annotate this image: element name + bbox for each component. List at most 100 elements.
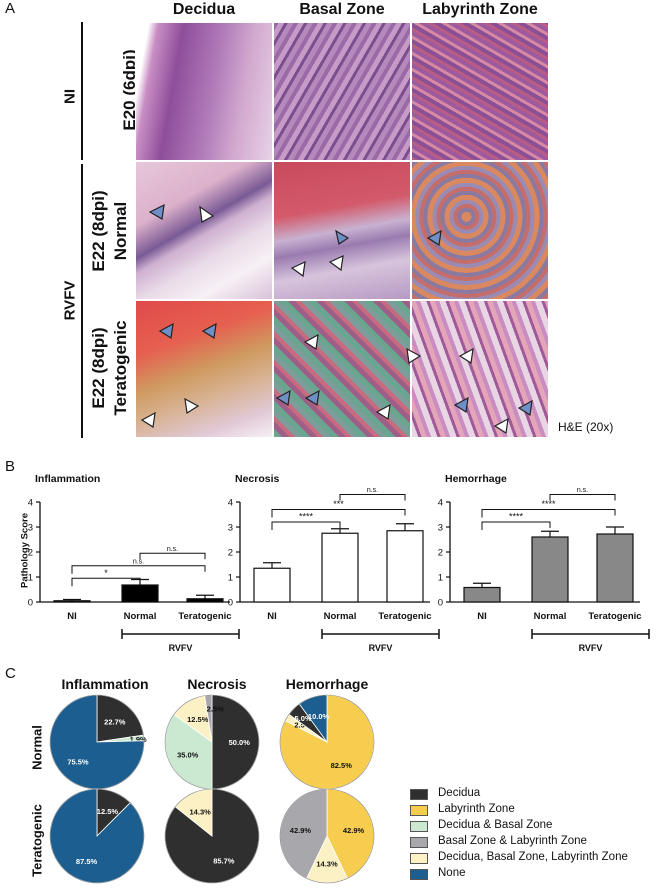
- y-tick-label: 2: [438, 548, 443, 559]
- significance-bracket: [481, 509, 616, 518]
- significance-label: ****: [541, 499, 556, 509]
- x-tick-label: Normal: [534, 611, 567, 622]
- arrowhead-blue: [158, 322, 174, 340]
- x-tick-label: Normal: [324, 611, 357, 622]
- micrograph-ni-decidua: [135, 22, 273, 161]
- pie-slice-label: 75.5%: [67, 758, 89, 767]
- pie-slice-label: 5.0%: [295, 714, 312, 723]
- y-tick-label: 4: [228, 498, 233, 509]
- arrowhead-blue: [148, 203, 165, 220]
- bar-charts: Inflammation 0 1 2 3 4 NI Normal Teratogenic * n.s…: [28, 473, 650, 653]
- y-tick-label: 0: [28, 598, 33, 609]
- arrowhead-white: [303, 333, 319, 351]
- pie-column-header-inflammation: Inflammation: [61, 676, 149, 692]
- significance-label: n.s.: [133, 558, 144, 565]
- panel-c-letter: C: [5, 665, 16, 682]
- pie-legend: Decidua Labyrinth Zone Decidua & Basal Z…: [410, 787, 660, 887]
- pie-slice-label: 22.7%: [104, 717, 126, 726]
- legend-swatch: [410, 869, 428, 880]
- significance-bracket: [271, 509, 406, 518]
- arrowhead-blue: [201, 322, 217, 340]
- significance-label: *: [104, 568, 108, 578]
- pie-hemorrhage-normal: 82.5%2.5%5.0%10.0%: [279, 694, 375, 790]
- y-tick-label: 3: [438, 523, 443, 534]
- group-label: RVFV: [369, 643, 393, 653]
- pie-slice-label: 2.5%: [207, 704, 224, 713]
- pie-slice-label: 82.5%: [331, 761, 353, 770]
- significance-label: n.s.: [577, 487, 588, 494]
- legend-label: Basal Zone & Labyrinth Zone: [438, 835, 587, 847]
- pie-slice-label: 87.5%: [76, 857, 98, 866]
- pie-outline: [49, 788, 145, 884]
- x-tick-label: NI: [67, 611, 77, 622]
- arrowhead-white: [328, 254, 344, 272]
- pie-slice-label: 10.0%: [308, 712, 330, 721]
- bar-ni: [463, 586, 501, 603]
- y-tick-label: 3: [228, 523, 233, 534]
- group-label: RVFV: [579, 643, 603, 653]
- y-tick-label: 2: [228, 548, 233, 559]
- x-tick-label: Teratogenic: [378, 611, 431, 622]
- chart-title: Inflammation: [35, 473, 100, 485]
- bar-teratogenic: [596, 533, 634, 603]
- bar-chart-inflammation: Inflammation 0 1 2 3 4 NI Normal Teratogenic * n.s…: [28, 473, 240, 653]
- legend-label: Decidua & Basal Zone: [438, 819, 553, 831]
- column-header-labyrinth-zone: Labyrinth Zone: [422, 1, 538, 18]
- y-tick-label: 0: [438, 598, 443, 609]
- arrowhead-blue: [275, 389, 291, 407]
- panel-b-letter: B: [5, 458, 16, 475]
- significance-bracket: [71, 577, 141, 587]
- pie-inflammation-normal: 22.7% 1.9% 75.5%: [49, 694, 147, 790]
- significance-bracket: [271, 521, 341, 530]
- x-tick-label: NI: [267, 611, 277, 622]
- arrowhead-blue: [453, 396, 469, 414]
- column-header-decidua: Decidua: [172, 1, 236, 18]
- legend-swatch: [410, 853, 428, 864]
- arrowhead-blue: [304, 389, 320, 407]
- bar-normal: [121, 584, 159, 603]
- pie-necrosis-normal: 50.0% 35.0% 12.5% 2.5%: [164, 694, 260, 790]
- bar-ni: [53, 600, 91, 603]
- arrowhead-blue: [426, 229, 442, 247]
- pie-outline: [164, 788, 260, 884]
- pie-necrosis-teratogenic: 85.7% 14.3%: [164, 788, 260, 884]
- bar-teratogenic: [186, 598, 224, 603]
- x-tick-label: Normal: [124, 611, 157, 622]
- pie-column-header-hemorrhage: Hemorrhage: [285, 676, 369, 692]
- pie-slice-label: 35.0%: [177, 750, 199, 759]
- pie-slice-label: 42.9%: [290, 826, 312, 835]
- pie-slice-label: 42.9%: [343, 826, 365, 835]
- micrograph-normal-labyrinth-zone: [411, 161, 549, 300]
- y-tick-label: 1: [228, 573, 233, 584]
- y-tick-label: 1: [28, 573, 33, 584]
- x-tick-label: Teratogenic: [178, 611, 231, 622]
- pie-slice-label: 1.9%: [130, 735, 147, 744]
- significance-label: ***: [333, 499, 344, 509]
- legend-swatch: [410, 837, 428, 848]
- legend-label: Labyrinth Zone: [438, 803, 515, 815]
- significance-label: n.s.: [167, 546, 178, 553]
- arrowhead-white: [458, 347, 474, 365]
- y-tick-label: 4: [28, 498, 33, 509]
- y-tick-label: 0: [228, 598, 233, 609]
- pie-slice-label: 85.7%: [213, 857, 235, 866]
- arrowhead-white: [290, 260, 306, 278]
- ni-bracket-line: [81, 22, 83, 160]
- arrowhead-blue: [335, 229, 350, 245]
- micrograph-ni-basal-zone: [273, 22, 411, 161]
- arrowhead-overlay: [140, 203, 533, 435]
- pie-slice-label: 14.3%: [190, 807, 212, 816]
- pie-slice-label: 12.5%: [97, 807, 119, 816]
- arrowhead-white: [493, 417, 509, 435]
- legend-swatch: [410, 821, 428, 832]
- group-label: RVFV: [169, 643, 193, 653]
- arrowhead-white: [184, 397, 200, 415]
- micrograph-ni-labyrinth-zone: [411, 22, 549, 161]
- chart-title: Hemorrhage: [445, 473, 507, 485]
- bar-chart-hemorrhage: Hemorrhage 0 1 2 3 4 NI Normal Teratogenic **** **…: [438, 473, 650, 653]
- pie-slice-label: 14.3%: [316, 859, 338, 868]
- pie-outline: [279, 788, 375, 884]
- legend-swatch: [410, 805, 428, 816]
- micrograph-teratogenic-decidua: [135, 300, 273, 438]
